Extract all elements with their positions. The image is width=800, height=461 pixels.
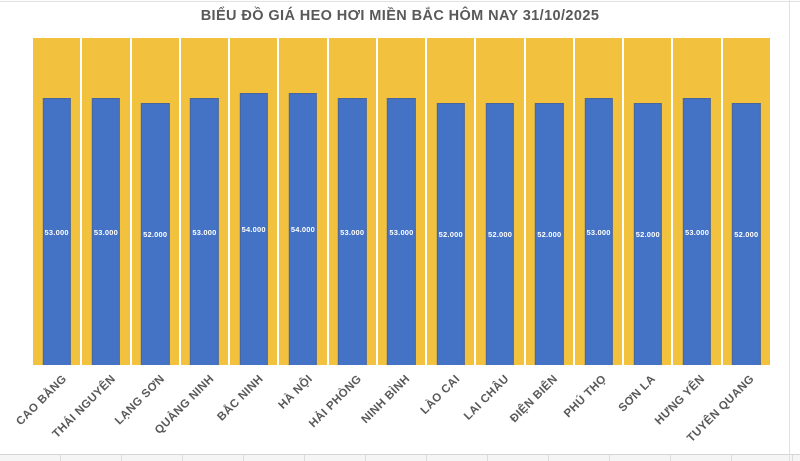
bar-value-label: 52.000 bbox=[438, 230, 463, 239]
category-label: LAI CHÂU bbox=[461, 373, 512, 423]
category-column: 53.000 bbox=[180, 38, 229, 365]
bar-value-label: 53.000 bbox=[192, 227, 217, 237]
bar-value-label: 52.000 bbox=[143, 230, 168, 239]
category-column: 52.000 bbox=[722, 38, 770, 365]
chart-title: BIỂU ĐỒ GIÁ HEO HƠI MIỀN BẮC HÔM NAY 31/… bbox=[200, 8, 600, 24]
category-column: 52.000 bbox=[427, 38, 475, 365]
spreadsheet-row-edge-bottom bbox=[0, 454, 800, 461]
price-bar: 52.000 bbox=[535, 103, 564, 365]
category-axis: CAO BẰNG THÁI NGUYÊN LẠNG SƠN QUẢNG NINH BẮC… bbox=[14, 371, 770, 456]
category-column: 52.000 bbox=[131, 38, 179, 365]
category-column: 53.000 bbox=[673, 38, 721, 365]
bar-value-label: 53.000 bbox=[685, 227, 710, 237]
bar-value-label: 53.000 bbox=[340, 227, 365, 237]
category-column: 52.000 bbox=[624, 38, 672, 365]
category-label: PHÚ THỌ bbox=[562, 373, 610, 421]
bar-value-label: 53.000 bbox=[93, 227, 118, 237]
bar-value-label: 52.000 bbox=[487, 230, 513, 239]
price-bar: 53.000 bbox=[387, 98, 416, 365]
category-column: 54.000 bbox=[230, 38, 278, 365]
price-bar: 52.000 bbox=[140, 103, 170, 365]
price-bar: 53.000 bbox=[338, 98, 367, 365]
category-label: CAO BẰNG bbox=[14, 373, 70, 429]
bar-value-label: 54.000 bbox=[241, 225, 266, 234]
category-label: HƯNG YÊN bbox=[653, 373, 708, 428]
bar-value-label: 53.000 bbox=[389, 227, 414, 237]
price-bar: 52.000 bbox=[436, 103, 465, 365]
category-label: HẢI PHÒNG bbox=[306, 373, 364, 431]
price-bar: 53.000 bbox=[91, 98, 121, 365]
spreadsheet-row-edge-top bbox=[0, 0, 800, 2]
price-bar: 52.000 bbox=[633, 103, 662, 365]
bar-value-label: 53.000 bbox=[586, 227, 611, 237]
category-label: HÀ NỘI bbox=[276, 373, 315, 412]
category-label: NINH BÌNH bbox=[359, 373, 413, 427]
category-label: LÀO CAI bbox=[418, 373, 463, 417]
price-bar: 53.000 bbox=[190, 98, 219, 365]
category-column: 52.000 bbox=[525, 38, 573, 365]
price-bar: 53.000 bbox=[682, 98, 712, 365]
plot-area[interactable]: 53.000 53.000 52.000 53.000 54.000 54.00… bbox=[33, 38, 770, 365]
bar-value-label: 53.000 bbox=[44, 227, 69, 237]
bar-value-label: 52.000 bbox=[734, 230, 759, 239]
price-bar: 52.000 bbox=[732, 103, 761, 365]
category-label: SƠN LA bbox=[617, 373, 659, 415]
price-bar: 53.000 bbox=[42, 98, 71, 365]
bar-value-label: 52.000 bbox=[537, 230, 562, 239]
category-label: BẮC NINH bbox=[215, 373, 266, 424]
category-column: 54.000 bbox=[279, 38, 327, 365]
category-column: 53.000 bbox=[33, 38, 81, 365]
price-bar: 53.000 bbox=[584, 98, 613, 365]
window-right-edge bbox=[789, 0, 790, 461]
bar-value-label: 52.000 bbox=[635, 230, 660, 239]
category-column: 53.000 bbox=[82, 38, 130, 365]
category-column: 53.000 bbox=[574, 38, 623, 365]
bar-value-label: 54.000 bbox=[290, 225, 316, 234]
category-column: 53.000 bbox=[377, 38, 426, 365]
price-bar: 52.000 bbox=[485, 103, 515, 365]
category-column: 53.000 bbox=[328, 38, 376, 365]
category-label: LẠNG SƠN bbox=[113, 373, 168, 428]
price-bar: 54.000 bbox=[239, 93, 268, 365]
price-bar: 54.000 bbox=[288, 93, 318, 365]
category-column: 52.000 bbox=[476, 38, 524, 365]
category-label: ĐIỆN BIÊN bbox=[508, 373, 561, 426]
